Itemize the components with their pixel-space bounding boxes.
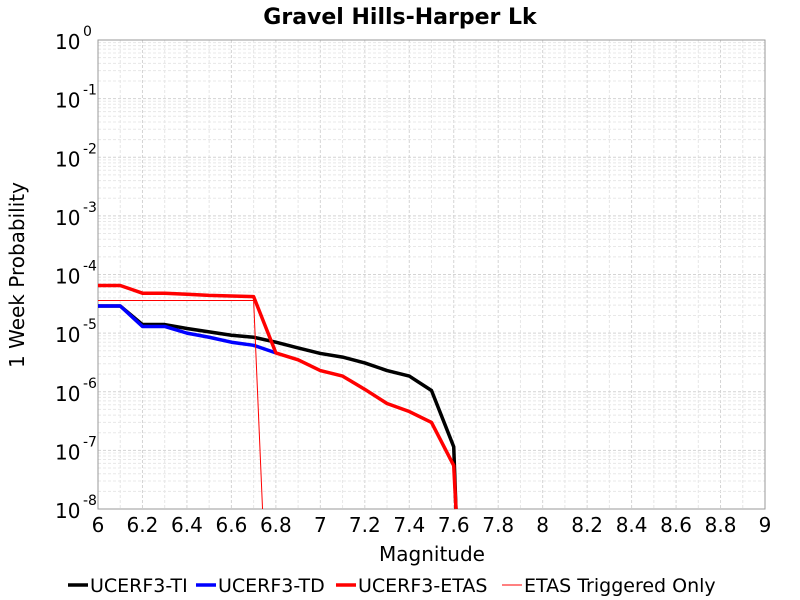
y-tick-exponent: -7 (83, 434, 97, 450)
y-tick-base: 10 (55, 499, 80, 523)
y-axis-label: 1 Week Probability (5, 182, 29, 368)
plot-area-border (97, 39, 766, 510)
x-tick-label: 8.6 (660, 513, 692, 537)
y-tick-base: 10 (55, 147, 80, 171)
x-tick-label: 6.2 (127, 513, 159, 537)
x-axis-label: Magnitude (379, 542, 485, 566)
series-group (98, 283, 458, 510)
y-tick-label: 10 -2 (55, 141, 97, 171)
legend-label-ucerf3-etas: UCERF3-ETAS (358, 575, 487, 597)
series-line-ucerf3-etas (98, 283, 458, 510)
y-tick-exponent: -1 (83, 83, 97, 99)
x-tick-label: 6.6 (215, 513, 247, 537)
x-tick-label: 7.2 (349, 513, 381, 537)
x-tick-label: 7.8 (482, 513, 514, 537)
y-tick-exponent: -3 (83, 200, 97, 216)
x-tick-label: 7.4 (393, 513, 425, 537)
series-line-ucerf3-ti (98, 304, 458, 510)
y-tick-base: 10 (55, 206, 80, 230)
y-tick-exponent: -6 (83, 376, 97, 392)
y-tick-label: 10 -4 (55, 259, 97, 289)
legend: UCERF3-TI UCERF3-TD UCERF3-ETAS ETAS Trigge… (68, 575, 716, 597)
y-tick-exponent: -8 (83, 493, 97, 509)
x-tick-label: 6 (92, 513, 105, 537)
x-tick-label: 8.4 (616, 513, 648, 537)
y-tick-exponent: 0 (83, 24, 92, 40)
x-tick-label: 7 (314, 513, 327, 537)
y-tick-base: 10 (55, 440, 80, 464)
x-tick-labels: 6 6.2 6.4 6.6 6.8 7 7.2 7.4 7.6 7.8 8 8.2 8.4 8.6 8.8 9 (92, 513, 772, 537)
series-line-etas-triggered-only (98, 300, 264, 510)
y-tick-base: 10 (55, 89, 80, 113)
y-tick-label: 10 -1 (55, 83, 97, 113)
y-tick-label: 10 0 (55, 24, 92, 54)
x-tick-label: 8 (536, 513, 549, 537)
legend-label-ucerf3-ti: UCERF3-TI (90, 575, 188, 597)
y-tick-label: 10 -8 (55, 493, 97, 523)
legend-label-etas-triggered-only: ETAS Triggered Only (524, 575, 716, 597)
y-tick-exponent: -4 (83, 259, 97, 275)
legend-label-ucerf3-td: UCERF3-TD (218, 575, 325, 597)
x-tick-label: 8.8 (705, 513, 737, 537)
y-tick-exponent: -5 (83, 317, 97, 333)
y-tick-label: 10 -7 (55, 434, 97, 464)
x-tick-label: 9 (759, 513, 772, 537)
y-tick-base: 10 (55, 30, 80, 54)
y-tick-label: 10 -5 (55, 317, 97, 347)
x-tick-label: 7.6 (438, 513, 470, 537)
series-line-ucerf3-td (98, 304, 277, 355)
x-tick-label: 6.4 (171, 513, 203, 537)
y-tick-label: 10 -6 (55, 376, 97, 406)
x-tick-label: 8.2 (571, 513, 603, 537)
y-tick-base: 10 (55, 382, 80, 406)
y-tick-base: 10 (55, 323, 80, 347)
x-tick-label: 6.8 (260, 513, 292, 537)
y-tick-label: 10 -3 (55, 200, 97, 230)
chart-title: Gravel Hills-Harper Lk (263, 5, 538, 30)
y-tick-exponent: -2 (83, 141, 97, 157)
y-tick-base: 10 (55, 265, 80, 289)
